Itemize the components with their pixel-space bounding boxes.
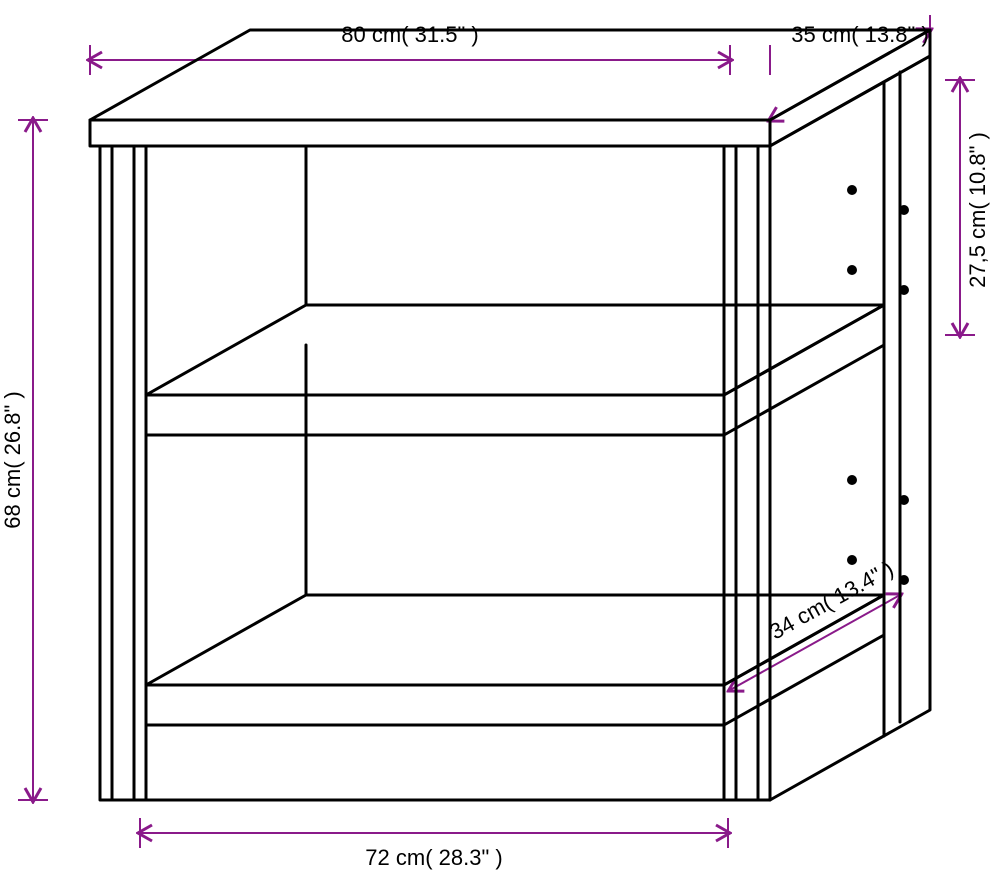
label-height-left: 68 cm( 26.8" ) bbox=[0, 391, 25, 528]
label-width-top: 80 cm( 31.5" ) bbox=[341, 22, 478, 47]
dimension-labels: 80 cm( 31.5" ) 35 cm( 13.8" ) 68 cm( 26.… bbox=[0, 22, 990, 870]
label-depth-top: 35 cm( 13.8" ) bbox=[791, 22, 928, 47]
label-inner-width-bottom: 72 cm( 28.3" ) bbox=[365, 845, 502, 870]
furniture-dimension-diagram: 80 cm( 31.5" ) 35 cm( 13.8" ) 68 cm( 26.… bbox=[0, 0, 1003, 880]
label-shelf-height-right: 27,5 cm( 10.8" ) bbox=[965, 132, 990, 288]
dimension-lines bbox=[18, 15, 975, 848]
bookshelf-outline bbox=[90, 30, 930, 800]
